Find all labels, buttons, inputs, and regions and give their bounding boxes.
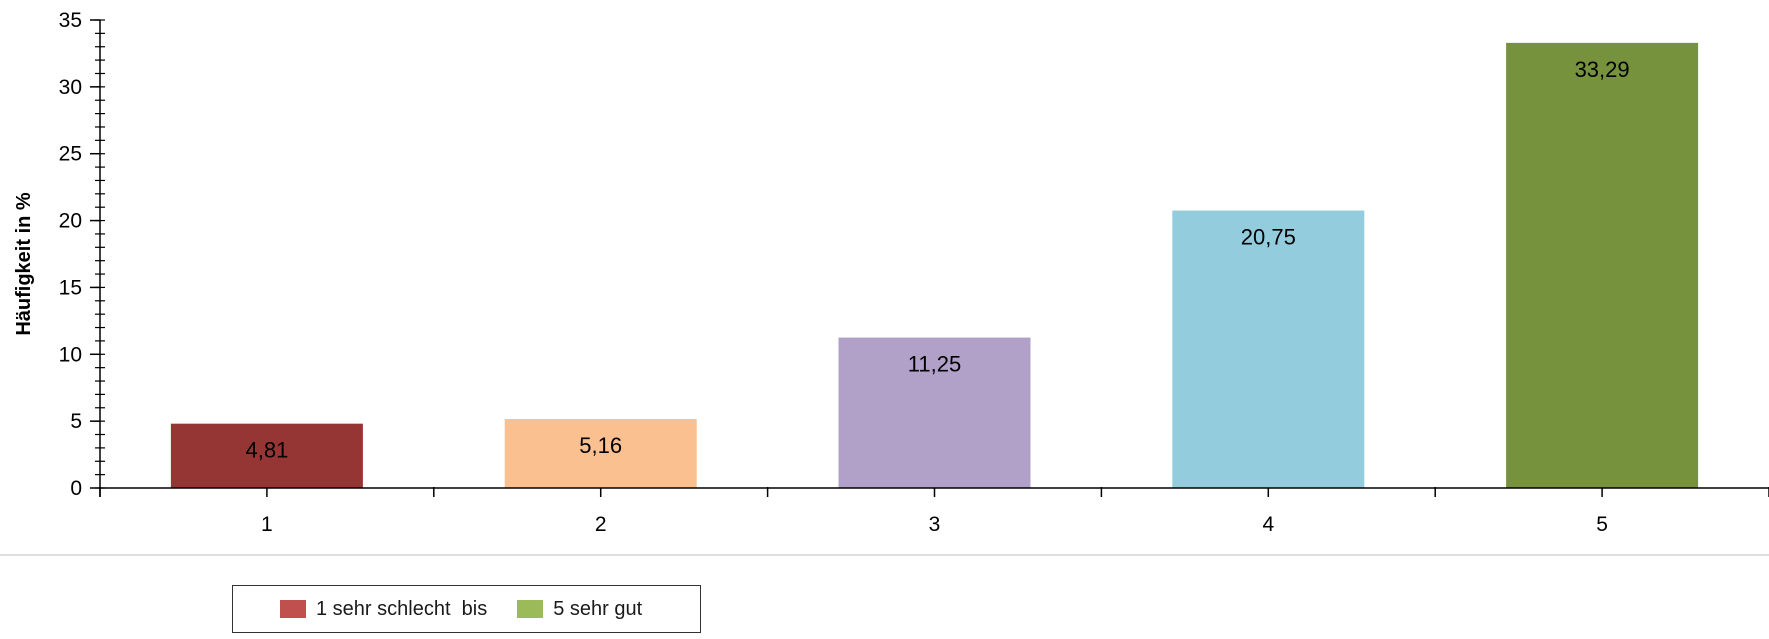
bar-3 [838,337,1031,488]
x-tick-label-3: 3 [929,513,941,536]
axes-layer [0,19,1769,556]
y-axis-title: Häufigkeit in % [13,192,35,336]
legend-item-1: 1 sehr schlecht bis [280,598,487,621]
legend-label-1: 1 sehr schlecht bis [316,597,488,620]
bar-4 [1172,210,1365,489]
legend-label-2: 5 sehr gut [553,597,643,620]
x-tick-label-4: 4 [1262,513,1274,536]
bar-value-label-5: 33,29 [1575,57,1630,82]
x-tick-label-2: 2 [595,513,607,536]
bar-1 [170,423,363,488]
y-tick-label-0: 0 [70,477,82,500]
y-tick-label-10: 10 [59,343,82,366]
y-tick-label-35: 35 [59,9,82,32]
y-tick-label-5: 5 [70,410,82,433]
x-tick-label-5: 5 [1596,513,1608,536]
bar-2 [504,419,697,488]
legend-item-2: 5 sehr gut [517,598,642,621]
legend-swatch-2 [517,600,544,618]
labels-layer: 4,81 1 5,16 2 11,25 3 20,75 4 33,29 5 0 5 10 15 20 25 30… [59,9,1630,536]
bar-value-label-3: 11,25 [908,352,961,377]
y-tick-label-25: 25 [59,143,82,166]
bar-5 [1506,42,1699,489]
y-tick-label-30: 30 [59,76,82,99]
y-tick-label-20: 20 [59,210,82,233]
bar-value-label-2: 5,16 [579,433,622,458]
x-tick-label-1: 1 [261,513,273,536]
bars-layer [170,42,1699,489]
legend-swatch-1 [280,600,306,618]
legend: 1 sehr schlecht bis 5 sehr gut [232,585,701,633]
bar-value-label-1: 4,81 [245,438,288,463]
bar-value-label-4: 20,75 [1241,225,1296,250]
y-tick-label-15: 15 [59,276,82,299]
